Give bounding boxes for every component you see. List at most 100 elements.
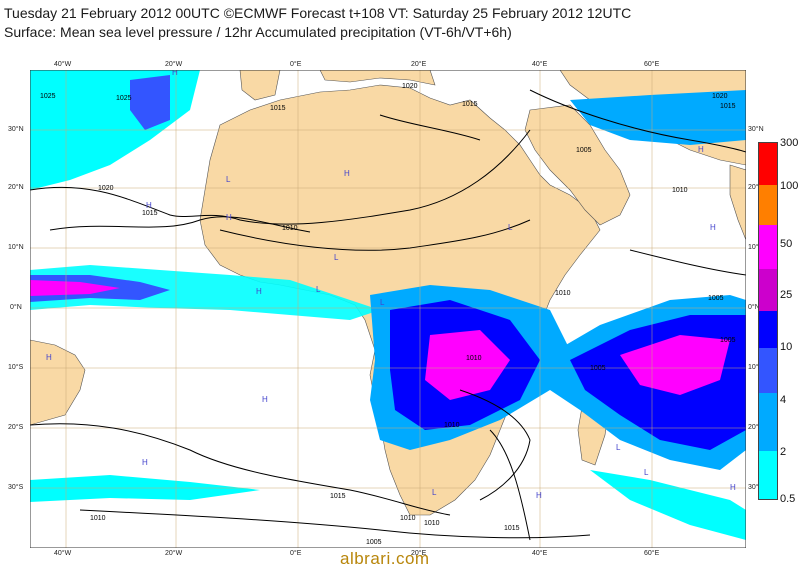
graticule <box>30 70 746 548</box>
lon-label: 40°W <box>54 550 72 557</box>
precip-north-atlantic-heavy <box>130 75 170 130</box>
lat-label: 10°N <box>748 244 764 251</box>
south-america-landmass <box>30 339 86 426</box>
pressure-marker: H <box>146 201 152 210</box>
arabian-peninsula <box>524 104 631 226</box>
lon-label: 0°E <box>290 550 302 557</box>
legend-swatch-2 <box>758 393 778 451</box>
lon-label: 40°W <box>54 61 72 68</box>
isobar-labels: 1025 1025 1020 1015 1010 1015 1020 1005 … <box>40 83 736 546</box>
lat-label: 20°S <box>748 424 764 431</box>
legend-swatch-100 <box>758 185 778 225</box>
legend-label: 25 <box>780 289 793 301</box>
lon-label: 20°E <box>411 61 427 68</box>
lat-label: 20°N <box>8 184 24 191</box>
legend-swatch-25 <box>758 269 778 311</box>
pressure-marker: H <box>256 287 262 296</box>
india-landmass <box>729 164 746 241</box>
pressure-marker: H <box>172 70 178 77</box>
precip-indian-ocean-core <box>620 335 730 395</box>
isobar-label: 1005 <box>590 365 606 372</box>
lat-label: 10°S <box>748 364 764 371</box>
isobar-label: 1015 <box>504 525 520 532</box>
isobar-label: 1010 <box>555 290 571 297</box>
isobar-label: 1025 <box>40 93 56 100</box>
isobar-label: 1005 <box>708 295 724 302</box>
legend-swatch-300 <box>758 142 778 186</box>
europe-landmass <box>319 70 436 86</box>
lon-label: 40°E <box>532 61 548 68</box>
lat-label: 20°S <box>8 424 24 431</box>
lat-label: 10°N <box>8 244 24 251</box>
isobar-label: 1015 <box>270 105 286 112</box>
lon-label: 0°E <box>290 61 302 68</box>
isobar-label: 1015 <box>720 103 736 110</box>
pressure-marker: L <box>644 468 649 477</box>
lat-label: 30°S <box>8 484 24 491</box>
pressure-marker: H <box>710 223 716 232</box>
lon-label: 20°W <box>165 61 183 68</box>
isobar-label: 1010 <box>444 422 460 429</box>
isobar-label: 1020 <box>712 93 728 100</box>
iberia-landmass <box>239 70 281 101</box>
isobar-label: 1015 <box>462 101 478 108</box>
map-title: Tuesday 21 February 2012 00UTC ©ECMWF Fo… <box>4 5 632 21</box>
lon-label: 20°W <box>165 550 183 557</box>
lon-label: 20°E <box>411 550 427 557</box>
precip-middle-east <box>570 90 746 145</box>
forecast-map: 1025 1025 1020 1015 1010 1015 1020 1005 … <box>30 70 746 548</box>
pressure-marker: H <box>698 145 704 154</box>
isobar-label: 1005 <box>576 147 592 154</box>
legend-label: 300 <box>780 137 799 149</box>
pressure-marker: H <box>262 395 268 404</box>
isobars <box>30 89 746 541</box>
legend-label: 4 <box>780 394 787 406</box>
lon-label: 60°E <box>644 550 660 557</box>
map-subtitle: Surface: Mean sea level pressure / 12hr … <box>4 24 512 40</box>
legend-label: 0.5 <box>780 493 796 505</box>
isobar-label: 1010 <box>90 515 106 522</box>
pressure-marker: H <box>46 353 52 362</box>
isobar-label: 1025 <box>116 95 132 102</box>
lat-label: 10°S <box>8 364 24 371</box>
isobar-label: 1005 <box>720 337 736 344</box>
precip-band-atlantic-core <box>30 280 120 296</box>
pressure-marker: L <box>508 223 513 232</box>
precip-band-atlantic <box>30 265 380 320</box>
lat-label: 30°S <box>748 484 764 491</box>
isobar-label: 1020 <box>402 83 418 90</box>
pressure-marker: H <box>226 213 232 222</box>
lon-label: 60°E <box>644 61 660 68</box>
pressure-marker: H <box>344 169 350 178</box>
legend-swatch-50 <box>758 225 778 269</box>
isobar-label: 1015 <box>142 210 158 217</box>
legend-swatch-4 <box>758 348 778 393</box>
lat-label: 0°N <box>748 304 760 311</box>
precip-central-africa-core <box>425 330 510 400</box>
isobar-label: 1020 <box>98 185 114 192</box>
isobar-label: 1010 <box>400 515 416 522</box>
pressure-marker: L <box>380 298 385 307</box>
isobar-label: 1010 <box>424 520 440 527</box>
lat-label: 0°N <box>10 304 22 311</box>
precip-south-indian-band <box>590 470 746 540</box>
isobar-label: 1010 <box>282 225 298 232</box>
pressure-marker: L <box>334 253 339 262</box>
legend-label: 50 <box>780 238 793 250</box>
isobar-label: 1005 <box>366 539 382 546</box>
pressure-markers: H H H H L L L H H H L L H H L H H H L L <box>46 70 736 500</box>
pressure-marker: H <box>536 491 542 500</box>
pressure-marker: L <box>226 175 231 184</box>
lat-label: 30°N <box>8 126 24 133</box>
isobar-label: 1015 <box>330 493 346 500</box>
pressure-marker: L <box>616 443 621 452</box>
pressure-marker: H <box>142 458 148 467</box>
isobar-label: 1010 <box>672 187 688 194</box>
legend-swatch-10 <box>758 311 778 348</box>
legend-label: 2 <box>780 446 787 458</box>
pressure-marker: H <box>730 483 736 492</box>
lat-label: 20°N <box>748 184 764 191</box>
legend-swatch-0.5 <box>758 451 778 500</box>
lat-label: 30°N <box>748 126 764 133</box>
pressure-marker: L <box>432 488 437 497</box>
